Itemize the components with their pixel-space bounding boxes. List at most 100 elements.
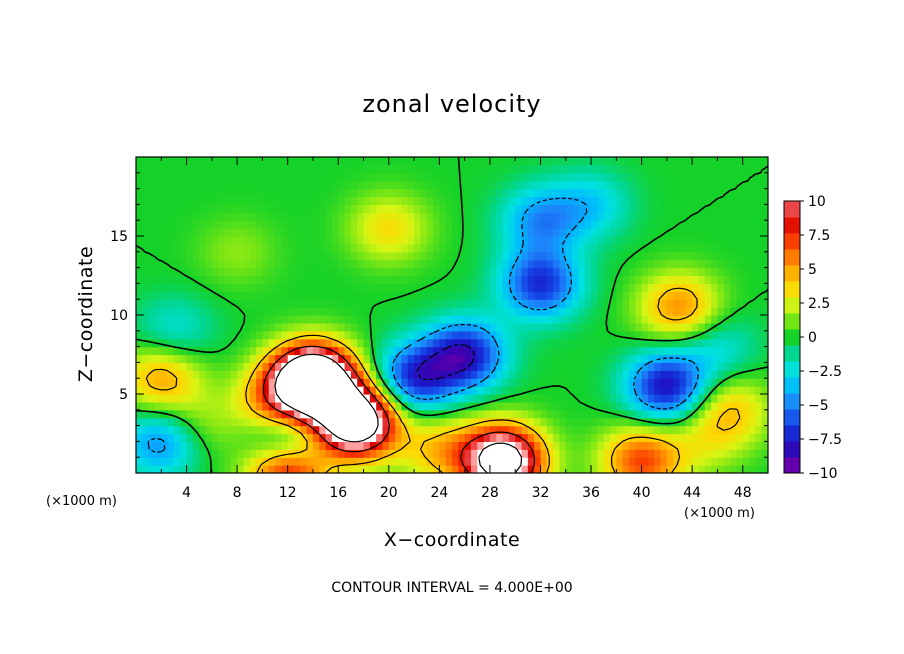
heatmap-cell — [742, 196, 750, 205]
heatmap-cell — [477, 196, 485, 205]
heatmap-cell — [294, 236, 301, 245]
heatmap-cell — [388, 172, 396, 182]
heatmap-cell — [717, 196, 725, 205]
heatmap-cell — [161, 267, 169, 277]
heatmap-cell — [148, 172, 156, 182]
heatmap-cell — [616, 441, 624, 450]
heatmap-cell — [262, 157, 270, 166]
heatmap-cell — [698, 251, 706, 261]
heatmap-cell — [749, 299, 756, 308]
heatmap-cell — [249, 299, 257, 308]
heatmap-cell — [344, 370, 352, 379]
heatmap-cell — [711, 441, 719, 450]
heatmap-cell — [262, 204, 270, 213]
heatmap-cell — [578, 370, 586, 379]
heatmap-cell — [395, 441, 403, 450]
heatmap-cell — [420, 236, 428, 245]
heatmap-cell — [616, 251, 624, 261]
heatmap-cell — [256, 465, 263, 473]
heatmap-cell — [363, 267, 371, 277]
heatmap-cell — [268, 172, 276, 182]
heatmap-cell — [142, 259, 150, 269]
heatmap-cell — [281, 330, 289, 340]
heatmap-cell — [338, 409, 346, 419]
heatmap-cell — [426, 425, 434, 435]
heatmap-cell — [515, 267, 523, 277]
heatmap-cell — [401, 236, 409, 245]
heatmap-cell — [154, 291, 162, 300]
heatmap-cell — [180, 275, 188, 284]
heatmap-cell — [584, 370, 592, 379]
heatmap-cell — [755, 299, 763, 308]
heatmap-cell — [470, 394, 478, 403]
heatmap-cell — [426, 409, 434, 419]
heatmap-cell — [173, 315, 181, 324]
heatmap-cell — [300, 362, 308, 371]
heatmap-cell — [230, 362, 238, 371]
heatmap-cell — [249, 378, 257, 387]
heatmap-cell — [458, 433, 466, 442]
heatmap-cell — [761, 465, 768, 473]
heatmap-cell — [679, 180, 687, 190]
heatmap-cell — [376, 275, 384, 284]
heatmap-cell — [578, 362, 586, 371]
heatmap-cell — [654, 188, 662, 198]
heatmap-cell — [591, 283, 598, 292]
heatmap-cell — [205, 259, 213, 269]
heatmap-cell — [711, 449, 719, 458]
heatmap-cell — [300, 370, 308, 379]
heatmap-cell — [382, 220, 390, 229]
heatmap-cell — [205, 251, 213, 261]
heatmap-cell — [376, 267, 384, 277]
heatmap-cell — [534, 180, 542, 190]
heatmap-cell — [414, 401, 421, 411]
heatmap-cell — [610, 204, 617, 213]
heatmap-cell — [515, 157, 523, 166]
heatmap-cell — [369, 401, 377, 411]
heatmap-cell — [521, 236, 529, 245]
heatmap-cell — [654, 330, 662, 340]
heatmap-cell — [470, 409, 478, 419]
heatmap-cell — [502, 251, 510, 261]
heatmap-cell — [439, 425, 447, 435]
heatmap-cell — [635, 157, 643, 166]
heatmap-cell — [180, 291, 188, 300]
heatmap-cell — [458, 180, 466, 190]
heatmap-cell — [559, 362, 567, 371]
heatmap-cell — [654, 157, 662, 166]
heatmap-cell — [603, 172, 611, 182]
heatmap-cell — [647, 172, 655, 182]
heatmap-cell — [401, 228, 409, 237]
heatmap-cell — [717, 417, 725, 427]
heatmap-cell — [287, 433, 295, 442]
heatmap-cell — [173, 386, 181, 395]
heatmap-cell — [742, 307, 750, 316]
heatmap-cell — [464, 354, 472, 363]
heatmap-cell — [742, 228, 750, 237]
heatmap-cell — [382, 180, 390, 190]
heatmap-cell — [704, 457, 712, 466]
heatmap-cell — [660, 283, 668, 292]
heatmap-cell — [205, 228, 213, 237]
heatmap-cell — [711, 465, 719, 473]
heatmap-cell — [559, 157, 567, 166]
heatmap-cell — [647, 441, 655, 450]
heatmap-cell — [578, 449, 586, 458]
heatmap-cell — [407, 417, 415, 427]
heatmap-cell — [540, 299, 548, 308]
heatmap-cell — [445, 243, 453, 253]
heatmap-cell — [534, 346, 542, 356]
x-tick-label: 40 — [633, 485, 651, 501]
heatmap-cell — [319, 307, 327, 316]
heatmap-cell — [559, 346, 567, 356]
heatmap-cell — [464, 457, 472, 466]
heatmap-cell — [730, 433, 737, 442]
heatmap-cell — [136, 307, 143, 316]
heatmap-cell — [666, 212, 674, 221]
heatmap-cell — [350, 212, 358, 221]
heatmap-cell — [761, 267, 768, 277]
heatmap-cell — [161, 204, 169, 213]
heatmap-cell — [527, 307, 535, 316]
heatmap-cell — [660, 204, 668, 213]
heatmap-cell — [186, 425, 194, 435]
